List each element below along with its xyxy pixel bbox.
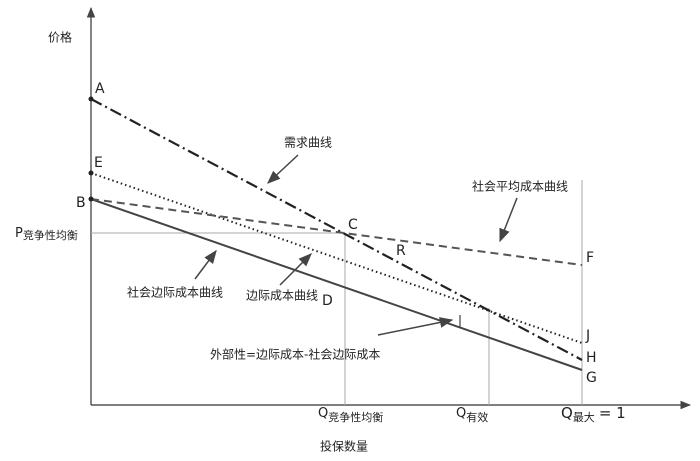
annotation: 外部性=边际成本-社会边际成本: [210, 347, 380, 362]
point-label: A: [95, 81, 105, 97]
point-dot: [88, 196, 94, 202]
quantity-label: Q有效: [456, 406, 488, 425]
curve-label: 社会边际成本曲线: [127, 285, 223, 300]
arrow: [267, 154, 299, 184]
symbol: P: [15, 226, 23, 241]
quantity-label: Q竞争性均衡: [318, 406, 383, 425]
arrow: [499, 197, 518, 243]
point-label: D: [322, 293, 333, 309]
arrow: [377, 317, 454, 336]
price-label: P竞争性均衡: [15, 226, 78, 243]
point-label: C: [348, 217, 358, 233]
arrow: [279, 253, 312, 286]
social-average-cost-curve: [90, 198, 583, 266]
point-label: B: [76, 195, 86, 211]
curve-label: 社会平均成本曲线: [472, 179, 568, 194]
social-marginal-cost-curve: [90, 198, 583, 371]
suffix: = 1: [599, 404, 626, 422]
demand-curve: [90, 98, 583, 361]
point-dot: [88, 170, 94, 176]
x-axis-label: 投保数量: [320, 439, 368, 454]
point-label: E: [94, 155, 103, 171]
point-label: G: [586, 370, 597, 386]
marginal-cost-curve: [90, 172, 583, 344]
point-label: R: [396, 243, 406, 259]
symbol: Q: [561, 404, 573, 422]
symbol: Q: [318, 406, 328, 421]
point-label: J: [585, 328, 590, 344]
point-label: H: [586, 350, 597, 366]
subscript: 竞争性均衡: [23, 228, 78, 242]
subscript: 有效: [466, 410, 488, 424]
point-dot: [88, 96, 94, 102]
arrow: [194, 249, 217, 280]
subscript: 最大: [573, 410, 595, 424]
y-axis-label: 价格: [48, 30, 72, 45]
point-label: F: [586, 250, 594, 266]
curve-label: 需求曲线: [284, 136, 332, 150]
quantity-label: Q最大 = 1: [561, 404, 626, 425]
symbol: Q: [456, 406, 466, 421]
curve-label: 边际成本曲线: [246, 289, 318, 303]
subscript: 竞争性均衡: [328, 410, 383, 424]
